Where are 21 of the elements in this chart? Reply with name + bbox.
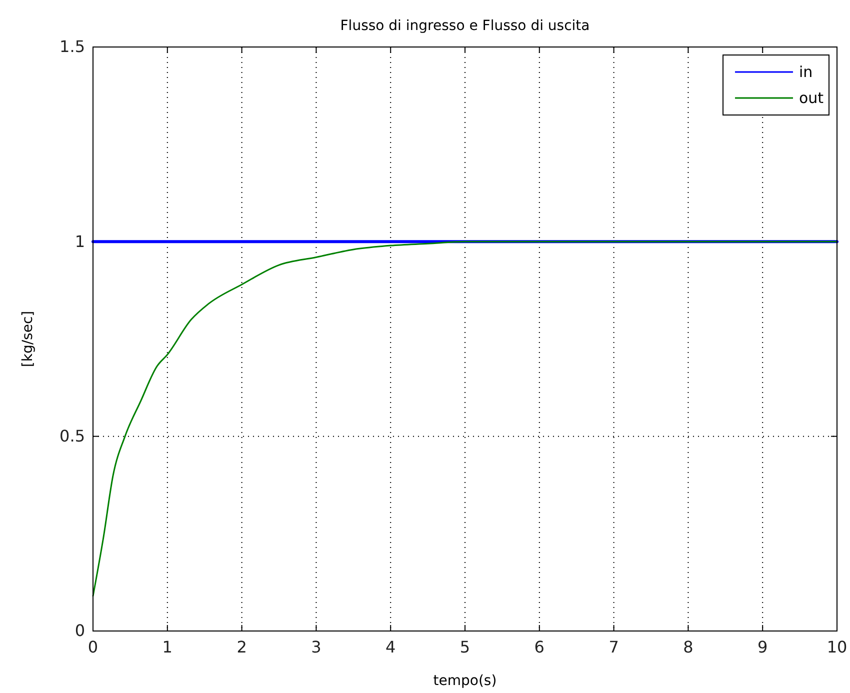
x-tick-label: 10 xyxy=(826,637,848,656)
chart-title: Flusso di ingresso e Flusso di uscita xyxy=(340,18,590,34)
x-tick-label: 1 xyxy=(162,637,172,656)
y-tick-label: 0 xyxy=(74,621,85,640)
x-tick-label: 8 xyxy=(683,637,694,656)
legend-label: in xyxy=(799,63,813,81)
x-tick-label: 3 xyxy=(311,637,322,656)
x-tick-label: 2 xyxy=(236,637,247,656)
y-tick-label: 1 xyxy=(74,232,85,251)
line-series xyxy=(92,240,838,597)
x-tick-label: 4 xyxy=(386,637,396,656)
y-tick-label: 0.5 xyxy=(60,426,85,446)
x-axis-title: tempo(s) xyxy=(433,673,497,689)
x-tick-label: 6 xyxy=(534,637,544,656)
legend-label: out xyxy=(799,89,824,107)
x-tick-label: 9 xyxy=(758,637,768,656)
x-tick-label: 0 xyxy=(88,637,98,656)
x-tick-label: 7 xyxy=(608,637,619,656)
y-tick-label: 1.5 xyxy=(60,37,85,56)
y-axis-title: [kg/sec] xyxy=(20,310,36,368)
x-tick-label: 5 xyxy=(460,637,470,656)
